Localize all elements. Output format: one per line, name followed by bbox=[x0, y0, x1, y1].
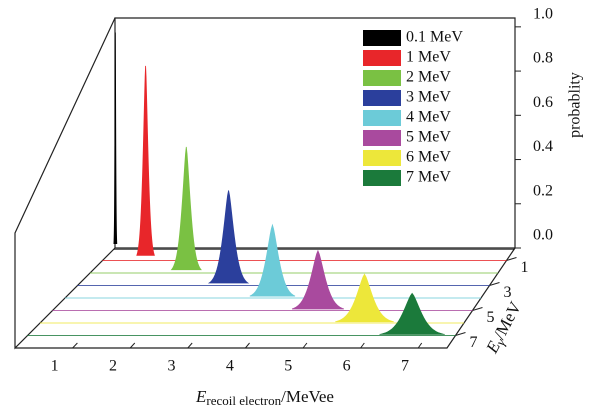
x-tick-label: 1 bbox=[51, 357, 59, 374]
depth-tick-label: 3 bbox=[504, 284, 512, 301]
legend-label: 2 MeV bbox=[406, 69, 451, 86]
depth-tick bbox=[455, 332, 466, 336]
x-tick-label: 2 bbox=[109, 357, 117, 374]
legend-label: 7 MeV bbox=[406, 169, 451, 186]
legend-label: 0.1 MeV bbox=[406, 29, 463, 46]
peak bbox=[207, 190, 250, 284]
depth-tick-label: 1 bbox=[521, 259, 529, 276]
depth-tick bbox=[472, 307, 483, 311]
x-tick bbox=[187, 342, 193, 349]
depth-axis-unit: /MeV bbox=[490, 298, 526, 343]
legend-swatch bbox=[363, 50, 401, 66]
x-axis-symbol: E bbox=[195, 387, 207, 406]
depth-tick-label: 5 bbox=[487, 309, 495, 326]
x-tick-label: 3 bbox=[167, 357, 175, 374]
x-tick bbox=[417, 342, 423, 349]
legend-swatch bbox=[363, 150, 401, 166]
x-tick-label: 6 bbox=[343, 357, 351, 374]
x-tick-label: 5 bbox=[284, 357, 292, 374]
floor-edge bbox=[15, 247, 516, 349]
peak bbox=[113, 32, 118, 244]
legend-swatch bbox=[363, 90, 401, 106]
legend-swatch bbox=[363, 130, 401, 146]
peak bbox=[335, 273, 394, 323]
back-wall bbox=[114, 17, 516, 249]
y-axis-title: probablity bbox=[567, 72, 584, 138]
legend-swatch bbox=[363, 170, 401, 186]
y-tick-label: 1.0 bbox=[533, 6, 553, 23]
legend-label: 4 MeV bbox=[406, 109, 451, 126]
y-tick-label: 0.0 bbox=[533, 227, 553, 244]
legend-label: 6 MeV bbox=[406, 149, 451, 166]
x-tick bbox=[72, 342, 78, 349]
y-tick-label: 0.4 bbox=[533, 138, 553, 155]
y-tick-label: 0.8 bbox=[533, 50, 553, 67]
y-tick-label: 0.6 bbox=[533, 94, 553, 111]
x-tick-label: 4 bbox=[226, 357, 234, 374]
peak bbox=[291, 249, 344, 310]
legend-label: 3 MeV bbox=[406, 89, 451, 106]
legend-swatch bbox=[363, 30, 401, 46]
legend-swatch bbox=[363, 110, 401, 126]
x-tick bbox=[360, 342, 365, 349]
x-tick bbox=[245, 342, 250, 349]
depth-axis-title: Eγ/MeV bbox=[482, 298, 527, 358]
depth-tick bbox=[506, 257, 517, 261]
legend-label: 1 MeV bbox=[406, 49, 451, 66]
peak bbox=[249, 223, 296, 297]
x-tick bbox=[129, 342, 136, 349]
peak bbox=[379, 292, 445, 335]
y-tick-label: 0.2 bbox=[533, 182, 553, 199]
x-axis-subscript: recoil electron bbox=[206, 393, 281, 408]
depth-tick-label: 7 bbox=[470, 334, 478, 351]
x-axis-unit: /MeVee bbox=[281, 387, 334, 406]
peak bbox=[136, 65, 155, 256]
x-tick bbox=[302, 342, 308, 349]
legend-label: 5 MeV bbox=[406, 129, 451, 146]
peak bbox=[170, 146, 202, 271]
depth-tick bbox=[489, 282, 500, 286]
x-axis-title: Erecoil electron/MeVee bbox=[195, 387, 334, 408]
legend-swatch bbox=[363, 70, 401, 86]
x-tick-label: 7 bbox=[401, 357, 409, 374]
